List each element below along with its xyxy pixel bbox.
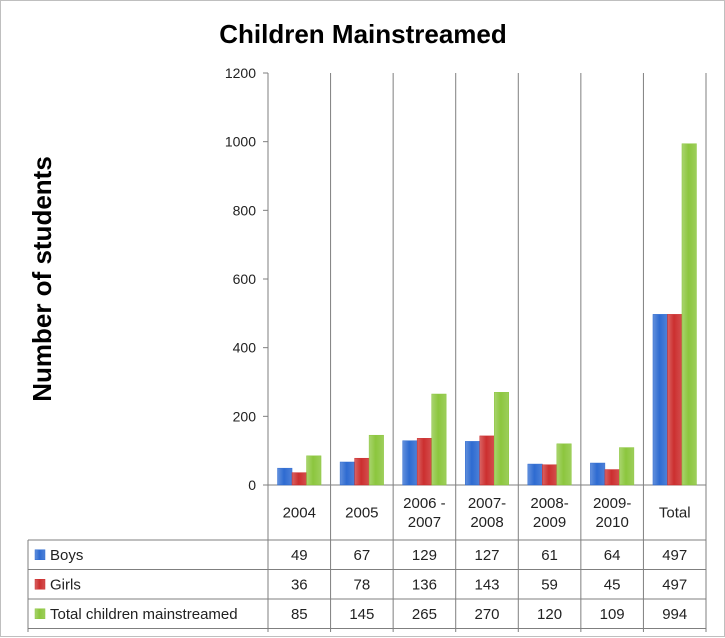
category-label: 2009 xyxy=(533,514,566,531)
category-label: 2008 xyxy=(470,514,503,531)
data-table-cell: 127 xyxy=(474,547,499,564)
data-table-cell: 45 xyxy=(604,576,621,593)
bar-girls xyxy=(479,435,495,486)
data-table-cell: 265 xyxy=(412,606,437,623)
legend-key xyxy=(34,549,46,560)
y-axis-ticks: 0 200 400 600 800 1000 1200 xyxy=(225,65,268,493)
category-label: 2006 - xyxy=(403,495,446,512)
data-table-cell: 497 xyxy=(662,576,687,593)
data-table-cell: 497 xyxy=(662,547,687,564)
category-label: 2004 xyxy=(283,505,316,522)
y-tick-label: 1000 xyxy=(225,134,256,150)
data-table-cell: 61 xyxy=(541,547,558,564)
bar-total-children-mainstreamed xyxy=(368,434,384,486)
y-tick-label: 1200 xyxy=(225,65,256,81)
y-tick-label: 0 xyxy=(248,477,256,493)
legend-label: Total children mainstreamed xyxy=(50,606,238,623)
bar-boys xyxy=(652,314,668,486)
bar-boys xyxy=(339,461,355,486)
category-label: 2009- xyxy=(593,495,631,512)
table-grid xyxy=(27,73,707,632)
bar-girls xyxy=(291,472,307,486)
data-table-cell: 145 xyxy=(349,606,374,623)
y-tick-label: 800 xyxy=(233,202,257,218)
bar-girls xyxy=(416,438,432,486)
data-table-cell: 143 xyxy=(474,576,499,593)
bar-girls xyxy=(542,464,558,486)
bar-total-children-mainstreamed xyxy=(681,143,697,486)
data-table-cell: 36 xyxy=(291,576,308,593)
bar-total-children-mainstreamed xyxy=(619,447,635,486)
data-table-cell: 59 xyxy=(541,576,558,593)
data-table-cell: 85 xyxy=(291,606,308,623)
category-label: Total xyxy=(659,505,691,522)
y-tick-label: 600 xyxy=(233,271,257,287)
bar-girls xyxy=(667,314,683,486)
bar-boys xyxy=(277,467,293,486)
bar-girls xyxy=(604,469,620,486)
data-table-cell: 49 xyxy=(291,547,308,564)
y-axis-label: Number of students xyxy=(27,156,57,402)
y-tick-label: 200 xyxy=(233,408,257,424)
legend-key xyxy=(34,608,46,619)
data-table: Boys 49 67 129 127 61 64 497 Girls 36 78 136 143 59 45… xyxy=(34,547,687,623)
bar-boys xyxy=(465,441,480,486)
category-labels: 2004 2005 2006 - 2007 2007- 2008 2008- 2009 2009… xyxy=(283,495,691,531)
category-label: 2010 xyxy=(595,514,628,531)
data-table-cell: 109 xyxy=(600,606,625,623)
bar-total-children-mainstreamed xyxy=(494,392,509,486)
y-tick-label: 400 xyxy=(233,340,257,356)
data-table-cell: 270 xyxy=(474,606,499,623)
data-table-cell: 67 xyxy=(354,547,371,564)
bar-total-children-mainstreamed xyxy=(431,393,447,486)
bar-boys xyxy=(402,440,418,486)
legend-label: Boys xyxy=(50,547,83,564)
category-label: 2008- xyxy=(530,495,568,512)
chart-title: Children Mainstreamed xyxy=(219,19,507,49)
bars xyxy=(277,143,697,486)
data-table-cell: 64 xyxy=(604,547,621,564)
legend-key xyxy=(34,579,46,590)
category-label: 2007 xyxy=(408,514,441,531)
category-label: 2007- xyxy=(468,495,506,512)
bar-girls xyxy=(354,457,370,486)
data-table-cell: 120 xyxy=(537,606,562,623)
data-table-cell: 78 xyxy=(354,576,371,593)
bar-total-children-mainstreamed xyxy=(306,455,322,486)
legend-label: Girls xyxy=(50,576,81,593)
bar-total-children-mainstreamed xyxy=(556,443,572,486)
data-table-cell: 136 xyxy=(412,576,437,593)
data-table-cell: 994 xyxy=(662,606,687,623)
bar-boys xyxy=(590,462,606,486)
bar-boys xyxy=(527,463,543,486)
data-table-cell: 129 xyxy=(412,547,437,564)
category-label: 2005 xyxy=(345,505,378,522)
